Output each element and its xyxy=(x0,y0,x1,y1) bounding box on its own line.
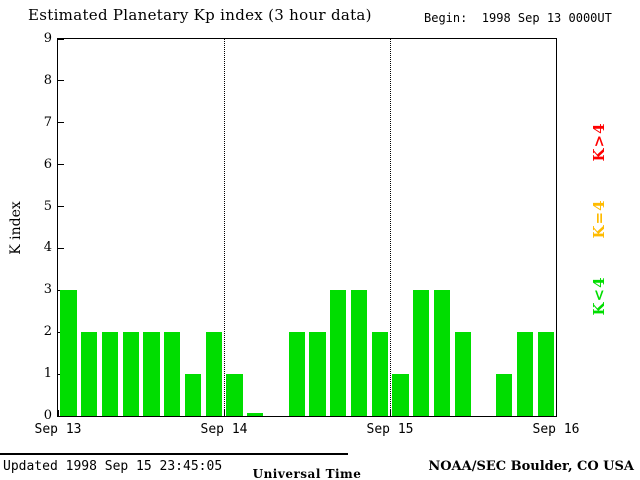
legend-item-k-equal-4: K=4 xyxy=(590,199,608,239)
kp-bar xyxy=(330,290,347,416)
y-tick-label: 3 xyxy=(43,282,52,298)
y-tick-label: 7 xyxy=(43,114,52,130)
kp-bar xyxy=(371,332,388,416)
x-tick-mark xyxy=(57,410,59,416)
kp-bar xyxy=(184,374,201,416)
begin-timestamp: Begin: 1998 Sep 13 0000UT xyxy=(424,11,612,25)
y-tick-mark xyxy=(58,415,64,417)
y-tick-label: 4 xyxy=(43,240,52,256)
x-axis-label: Universal Time xyxy=(252,467,362,480)
y-tick-mark xyxy=(58,122,64,124)
plot-frame: K index Universal Time 0 1 2 3 4 5 6 7 8 9 Sep 13 S… xyxy=(8,31,579,480)
kp-bar xyxy=(496,374,513,416)
y-tick-label: 0 xyxy=(43,408,52,423)
x-tick-mark xyxy=(555,410,557,416)
day-boundary-line xyxy=(389,39,391,416)
kp-bar xyxy=(392,374,409,416)
kp-bar xyxy=(122,332,139,416)
kp-bar xyxy=(413,290,430,416)
kp-bar xyxy=(433,290,450,416)
y-tick-mark xyxy=(58,80,64,82)
x-tick-label: Sep 14 xyxy=(200,422,248,437)
kp-bar xyxy=(309,332,326,416)
kp-bar xyxy=(350,290,367,416)
y-tick-label: 5 xyxy=(43,198,52,214)
kp-bar xyxy=(247,413,264,416)
kp-bar xyxy=(60,290,77,416)
source-credit: NOAA/SEC Boulder, CO USA xyxy=(428,459,634,474)
updated-timestamp: Updated 1998 Sep 15 23:45:05 xyxy=(3,459,223,474)
y-tick-mark xyxy=(58,38,64,40)
x-tick-label: Sep 16 xyxy=(532,422,580,437)
kp-bar xyxy=(81,332,98,416)
legend-item-k-above-4: K>4 xyxy=(590,122,608,162)
kp-bar xyxy=(226,374,243,416)
kp-bar xyxy=(537,332,554,416)
legend-item-k-below-4: K<4 xyxy=(590,276,608,316)
day-boundary-line xyxy=(223,39,225,416)
page-title: Estimated Planetary Kp index (3 hour dat… xyxy=(28,6,372,24)
y-tick-mark xyxy=(58,247,64,249)
x-tick-label: Sep 15 xyxy=(366,422,414,437)
y-tick-label: 1 xyxy=(43,366,52,382)
y-tick-mark xyxy=(58,206,64,208)
y-tick-mark xyxy=(58,164,64,166)
y-tick-label: 2 xyxy=(43,324,52,340)
kp-bar xyxy=(205,332,222,416)
kp-bar xyxy=(101,332,118,416)
kp-bar xyxy=(516,332,533,416)
kp-bar xyxy=(164,332,181,416)
kp-bar xyxy=(143,332,160,416)
y-tick-label: 9 xyxy=(43,31,52,46)
kp-bar xyxy=(288,332,305,416)
x-tick-label: Sep 13 xyxy=(34,422,82,437)
y-tick-label: 6 xyxy=(43,156,52,172)
y-tick-mark xyxy=(58,289,64,291)
footer-divider xyxy=(0,453,348,455)
kp-bar xyxy=(454,332,471,416)
y-tick-label: 8 xyxy=(43,72,52,88)
